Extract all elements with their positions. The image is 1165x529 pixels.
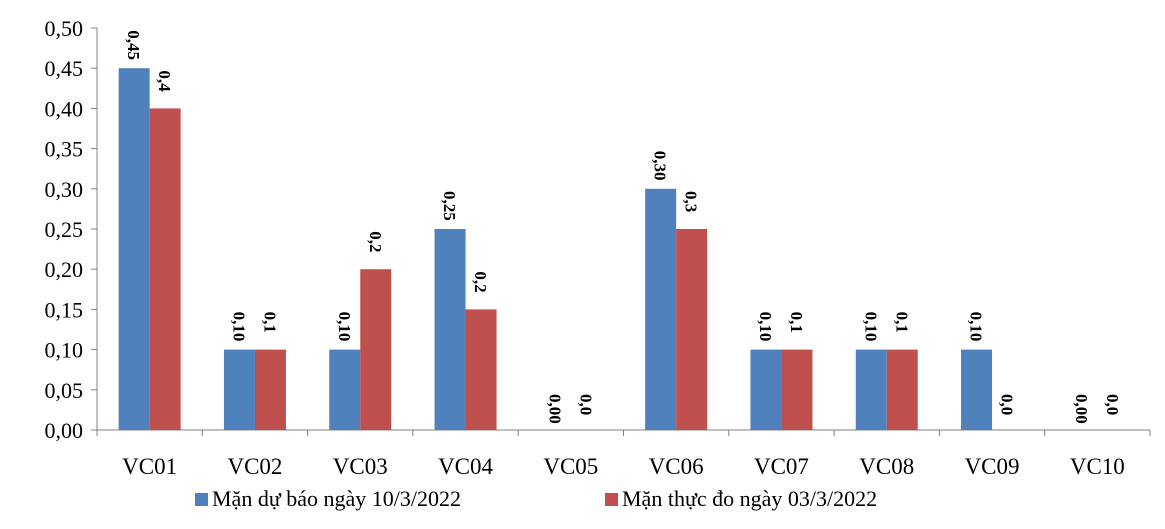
data-label: 0,1 [787,312,806,333]
bar [886,349,918,430]
y-tick-label: 0,05 [45,378,84,403]
y-tick-label: 0,50 [45,16,84,41]
x-category-label: VC02 [227,454,282,479]
bar [360,269,392,430]
legend-label: Mặn thực đo ngày 03/3/2022 [622,486,877,511]
y-tick-label: 0,40 [45,96,84,121]
x-category-label: VC01 [122,454,177,479]
bar [961,349,993,430]
y-tick-label: 0,45 [45,56,84,81]
data-label: 0,0 [1103,394,1122,415]
data-label: 0,25 [440,191,459,221]
legend-label: Mặn dự báo ngày 10/3/2022 [212,486,461,511]
data-label: 0,30 [651,151,670,181]
bar [118,68,150,430]
bar [781,349,813,430]
x-category-label: VC04 [438,454,493,479]
data-label: 0,10 [861,312,880,342]
x-category-label: VC07 [754,454,809,479]
bar [149,108,181,431]
bar [750,349,782,430]
bar [676,229,708,430]
y-tick-label: 0,35 [45,137,84,162]
bar [329,349,361,430]
data-label: 0,00 [1072,394,1091,424]
x-category-label: VC09 [965,454,1020,479]
bar [434,229,466,430]
data-label: 0,1 [892,312,911,333]
data-label: 0,45 [124,30,143,60]
data-label: 0,2 [471,271,490,292]
data-label: 0,10 [756,312,775,342]
data-label: 0,4 [155,70,174,92]
data-label: 0,3 [682,191,701,212]
x-category-label: VC08 [859,454,914,479]
bar [645,188,677,430]
data-label: 0,00 [545,394,564,424]
legend-swatch [195,493,208,506]
y-tick-label: 0,10 [45,338,84,363]
data-label: 0,0 [998,394,1017,415]
data-label: 0,0 [576,394,595,415]
x-category-label: VC03 [333,454,388,479]
data-label: 0,10 [335,312,354,342]
y-tick-label: 0,15 [45,297,84,322]
data-label: 0,10 [967,312,986,342]
y-tick-label: 0,25 [45,217,84,242]
bar [855,349,887,430]
y-tick-label: 0,30 [45,177,84,202]
bar [465,309,497,430]
y-tick-label: 0,20 [45,257,84,282]
data-label: 0,10 [229,312,248,342]
x-category-label: VC05 [543,454,598,479]
bar [254,349,286,430]
data-label: 0,2 [366,231,385,252]
bar [223,349,255,430]
y-tick-label: 0,00 [45,418,84,443]
x-category-label: VC10 [1070,454,1125,479]
data-label: 0,1 [260,312,279,333]
x-category-label: VC06 [649,454,704,479]
legend-swatch [605,493,618,506]
